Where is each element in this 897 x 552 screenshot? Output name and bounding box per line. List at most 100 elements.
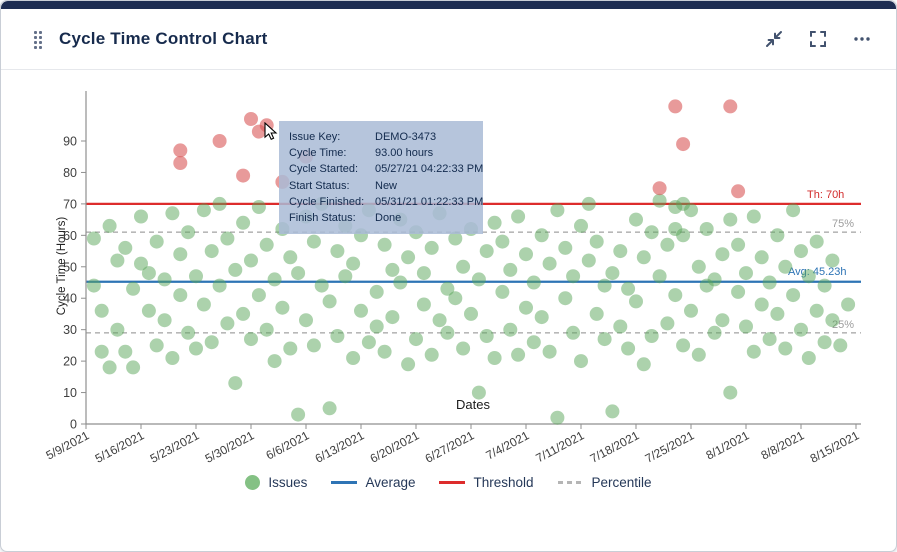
issue-dot[interactable] bbox=[456, 259, 471, 274]
issue-dot[interactable] bbox=[574, 218, 588, 233]
issue-dot[interactable] bbox=[778, 341, 793, 356]
issue-dot[interactable] bbox=[691, 259, 706, 274]
issue-dot[interactable] bbox=[338, 269, 353, 284]
collapse-button[interactable] bbox=[762, 27, 786, 51]
issue-dot[interactable] bbox=[794, 322, 808, 337]
issue-dot[interactable] bbox=[385, 310, 400, 325]
issue-dot[interactable] bbox=[204, 244, 219, 259]
issue-dot[interactable] bbox=[542, 344, 557, 359]
issue-dot[interactable] bbox=[660, 316, 675, 331]
issue-dot[interactable] bbox=[479, 244, 494, 259]
issue-dot[interactable] bbox=[212, 196, 227, 211]
issue-dot[interactable] bbox=[707, 272, 722, 287]
issue-dot[interactable] bbox=[346, 256, 361, 271]
issue-dot[interactable] bbox=[299, 313, 313, 328]
issue-dot[interactable] bbox=[409, 332, 423, 347]
issue-dot[interactable] bbox=[369, 284, 384, 299]
issue-dot[interactable] bbox=[613, 319, 628, 334]
issue-dot[interactable] bbox=[306, 338, 321, 353]
issue-dot[interactable] bbox=[739, 266, 753, 281]
issue-dot[interactable] bbox=[809, 303, 824, 318]
issue-dot[interactable] bbox=[236, 306, 251, 321]
issue-dot[interactable] bbox=[212, 278, 227, 293]
issue-dot[interactable] bbox=[244, 253, 258, 268]
issue-dot[interactable] bbox=[173, 247, 188, 262]
issue-dot[interactable] bbox=[668, 288, 683, 303]
issue-dot[interactable] bbox=[251, 200, 266, 214]
issue-dot[interactable] bbox=[94, 303, 109, 318]
issue-dot[interactable] bbox=[377, 237, 392, 252]
fullscreen-button[interactable] bbox=[806, 27, 830, 51]
issue-dot[interactable] bbox=[699, 222, 714, 236]
issue-dot[interactable] bbox=[644, 329, 659, 343]
issue-dot[interactable] bbox=[189, 269, 203, 284]
more-menu-button[interactable] bbox=[850, 27, 874, 51]
issue-dot[interactable] bbox=[471, 385, 486, 400]
issue-dot[interactable] bbox=[801, 351, 816, 365]
issue-dot[interactable] bbox=[558, 240, 573, 255]
issue-dot[interactable] bbox=[251, 288, 266, 303]
issue-dot[interactable] bbox=[259, 322, 274, 337]
issue-dot[interactable] bbox=[487, 215, 502, 230]
issue-dot[interactable] bbox=[495, 284, 510, 299]
legend-item-percentile[interactable]: Percentile bbox=[557, 475, 652, 490]
issue-dot[interactable] bbox=[574, 354, 588, 369]
issue-dot[interactable] bbox=[110, 253, 125, 268]
issue-dot[interactable] bbox=[629, 294, 643, 309]
issue-dot[interactable] bbox=[794, 244, 808, 259]
issue-dot[interactable] bbox=[244, 112, 258, 126]
issue-dot[interactable] bbox=[471, 272, 486, 287]
issue-dot[interactable] bbox=[204, 335, 219, 350]
issue-dot[interactable] bbox=[566, 269, 581, 284]
issue-dot[interactable] bbox=[715, 313, 730, 328]
issue-dot[interactable] bbox=[432, 313, 447, 328]
issue-dot[interactable] bbox=[102, 218, 117, 233]
issue-dot[interactable] bbox=[817, 335, 832, 350]
issue-dot[interactable] bbox=[652, 193, 667, 208]
issue-dot[interactable] bbox=[86, 278, 101, 293]
issue-dot[interactable] bbox=[597, 278, 612, 293]
issue-dot[interactable] bbox=[707, 325, 722, 340]
issue-dot[interactable] bbox=[134, 209, 148, 224]
issue-dot[interactable] bbox=[330, 244, 345, 259]
issue-dot[interactable] bbox=[102, 360, 117, 375]
issue-dot[interactable] bbox=[621, 341, 636, 356]
issue-dot[interactable] bbox=[401, 250, 416, 265]
issue-dot[interactable] bbox=[652, 269, 667, 284]
issue-dot[interactable] bbox=[676, 338, 691, 353]
issue-dot[interactable] bbox=[558, 291, 573, 306]
issue-dot[interactable] bbox=[173, 156, 188, 170]
issue-dot[interactable] bbox=[220, 231, 235, 246]
issue-dot[interactable] bbox=[361, 335, 376, 350]
issue-dot[interactable] bbox=[668, 99, 683, 114]
issue-dot[interactable] bbox=[275, 300, 290, 315]
issue-dot[interactable] bbox=[597, 332, 612, 347]
issue-dot[interactable] bbox=[479, 329, 494, 343]
issue-dot[interactable] bbox=[228, 376, 243, 391]
issue-dot[interactable] bbox=[330, 329, 345, 343]
issue-dot[interactable] bbox=[181, 325, 196, 340]
issue-dot[interactable] bbox=[149, 234, 164, 249]
issue-dot[interactable] bbox=[786, 288, 801, 303]
issue-dot[interactable] bbox=[440, 325, 455, 340]
issue-dot[interactable] bbox=[684, 203, 698, 218]
drag-handle-icon[interactable] bbox=[33, 29, 43, 49]
issue-dot[interactable] bbox=[157, 313, 172, 328]
issue-dot[interactable] bbox=[267, 272, 282, 287]
issue-dot[interactable] bbox=[511, 347, 526, 362]
issue-dot[interactable] bbox=[141, 266, 156, 281]
issue-dot[interactable] bbox=[283, 341, 298, 356]
issue-dot[interactable] bbox=[739, 319, 753, 334]
issue-dot[interactable] bbox=[613, 244, 628, 259]
issue-dot[interactable] bbox=[220, 316, 235, 331]
issue-dot[interactable] bbox=[110, 322, 125, 337]
issue-dot[interactable] bbox=[636, 357, 651, 372]
issue-dot[interactable] bbox=[841, 297, 856, 312]
issue-dot[interactable] bbox=[440, 281, 455, 296]
issue-dot[interactable] bbox=[801, 269, 816, 284]
issue-dot[interactable] bbox=[236, 215, 251, 230]
issue-dot[interactable] bbox=[817, 278, 832, 293]
issue-dot[interactable] bbox=[550, 410, 565, 425]
issue-dot[interactable] bbox=[605, 404, 620, 419]
issue-dot[interactable] bbox=[416, 266, 431, 281]
